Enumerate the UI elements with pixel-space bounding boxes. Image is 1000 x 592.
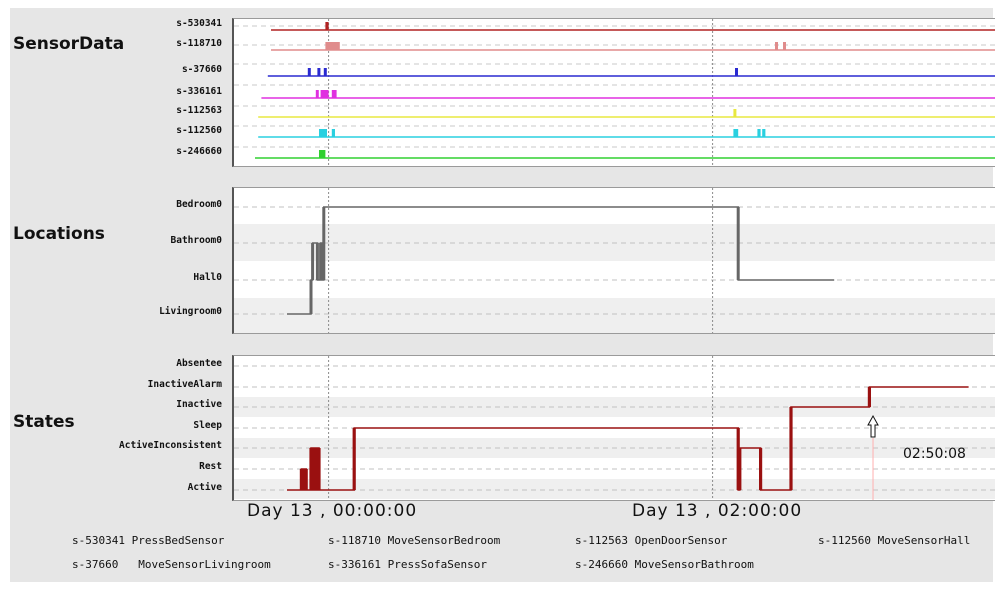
sensor-pulse-s-112560-0	[319, 129, 327, 137]
sensor-ylabel-s-118710: s-118710	[176, 38, 222, 49]
sensor-ylabel-s-336161: s-336161	[176, 86, 222, 97]
sensor-pulse-s-336161-0	[315, 90, 319, 98]
sensordata-title: SensorData	[13, 34, 125, 54]
location-band-1	[234, 298, 995, 333]
state-ylabel-Sleep: Sleep	[193, 420, 222, 431]
location-ylabel-Bathroom0: Bathroom0	[170, 235, 222, 246]
sensor-pulse-s-118710-1	[775, 42, 778, 50]
state-ylabel-ActiveInconsistent: ActiveInconsistent	[119, 440, 222, 451]
sensor-pulse-s-336161-1	[320, 90, 329, 98]
state-band-2	[234, 479, 995, 499]
states-panel	[232, 355, 995, 501]
sensor-ylabel-s-246660: s-246660	[176, 146, 222, 157]
legend-item-s-530341: s-530341 PressBedSensor	[72, 534, 225, 547]
sensor-pulse-s-336161-2	[331, 90, 337, 98]
state-ylabel-InactiveAlarm: InactiveAlarm	[147, 379, 222, 390]
location-ylabel-Livingroom0: Livingroom0	[159, 306, 222, 317]
sensor-pulse-s-118710-0	[325, 42, 340, 50]
time-label-0: Day 13 , 00:00:00	[247, 501, 418, 521]
sensor-ylabel-s-530341: s-530341	[176, 18, 222, 29]
sensor-pulse-s-112560-2	[733, 129, 739, 137]
annotation-arrow	[867, 414, 879, 438]
sensor-pulse-s-118710-2	[783, 42, 786, 50]
state-ylabel-Active: Active	[187, 482, 222, 493]
location-ylabel-Hall0: Hall0	[193, 272, 222, 283]
legend-item-s-118710: s-118710 MoveSensorBedroom	[328, 534, 501, 547]
sensordata-panel	[232, 18, 995, 167]
sensor-pulse-s-37660-2	[323, 68, 327, 76]
sensordata-plot	[234, 19, 995, 166]
sensor-pulse-s-37660-1	[317, 68, 321, 76]
states-plot	[234, 356, 995, 500]
sensor-pulse-s-112560-4	[762, 129, 766, 137]
legend-item-s-112560: s-112560 MoveSensorHall	[818, 534, 971, 547]
legend-item-s-336161: s-336161 PressSofaSensor	[328, 558, 487, 571]
locations-panel	[232, 187, 995, 334]
sensor-ylabel-s-112560: s-112560	[176, 125, 222, 136]
sensor-ylabel-s-112563: s-112563	[176, 105, 222, 116]
sensor-pulse-s-246660-0	[319, 150, 326, 158]
locations-title: Locations	[13, 224, 105, 244]
location-ylabel-Bedroom0: Bedroom0	[176, 199, 222, 210]
sensor-pulse-s-530341-0	[325, 22, 329, 30]
legend-item-s-246660: s-246660 MoveSensorBathroom	[575, 558, 754, 571]
locations-plot	[234, 188, 995, 333]
sensor-ylabel-s-37660: s-37660	[181, 64, 222, 75]
annotation-label: 02:50:08	[903, 446, 966, 462]
sensor-pulse-s-112560-3	[757, 129, 761, 137]
sensor-pulse-s-37660-3	[735, 68, 738, 76]
sensor-pulse-s-112560-1	[331, 129, 335, 137]
states-title: States	[13, 412, 75, 432]
legend-item-s-37660: s-37660 MoveSensorLivingroom	[72, 558, 271, 571]
state-ylabel-Inactive: Inactive	[176, 399, 222, 410]
sensor-pulse-s-112563-0	[733, 109, 737, 117]
state-ylabel-Absentee: Absentee	[176, 358, 222, 369]
legend-item-s-112563: s-112563 OpenDoorSensor	[575, 534, 728, 547]
state-ylabel-Rest: Rest	[199, 461, 222, 472]
time-label-1: Day 13 , 02:00:00	[632, 501, 803, 521]
sensor-pulse-s-37660-0	[307, 68, 311, 76]
